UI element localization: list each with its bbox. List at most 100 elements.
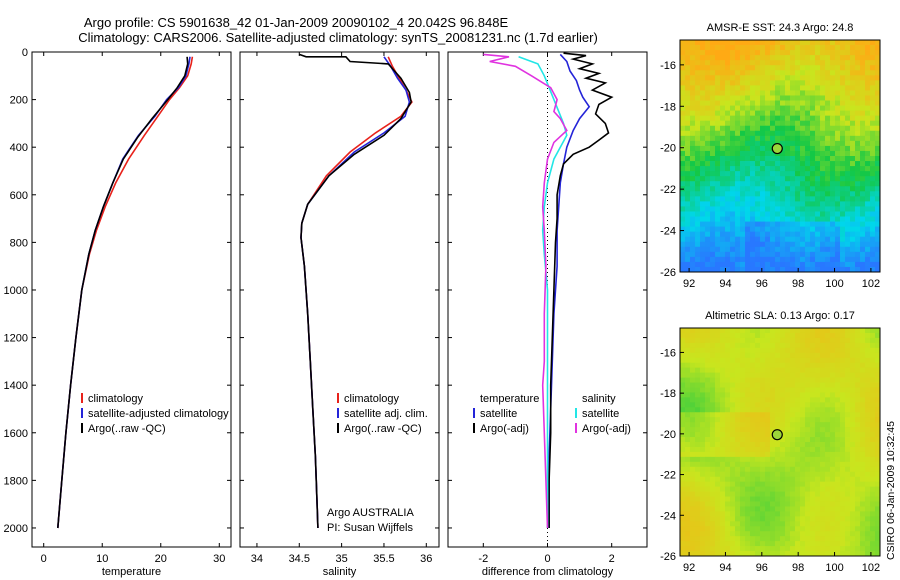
map-cell [815,437,821,443]
map-cell [820,531,826,537]
map-cell [680,90,686,96]
map-cell [680,166,686,172]
map-cell [840,511,846,517]
map-cell [690,140,696,147]
map-cell [720,110,726,117]
map-cell [730,536,736,542]
map-cell [735,357,741,364]
map-cell [840,120,846,127]
map-cell [740,206,746,212]
map-cell [690,516,696,522]
y-tick-label: 1800 [4,475,28,487]
map-cell [730,166,736,172]
map-cell [780,461,786,468]
map-cell [835,328,841,334]
map-cell [870,100,876,106]
map-cell [795,150,801,157]
map-cell [750,40,756,46]
map-cell [800,120,806,127]
map-cell [785,546,791,552]
map-cell [840,412,846,418]
map-cell [825,442,831,448]
map-cell [845,446,851,453]
map-cell [680,45,686,51]
map-cell [705,211,711,217]
map-cell [685,501,691,507]
map-cell [715,216,721,222]
map-cell [685,236,691,243]
map-cell [800,357,806,364]
map-cell [695,65,701,71]
map-cell [705,186,711,192]
map-cell [860,342,866,349]
map-cell [710,206,716,212]
map-cell [780,191,786,197]
map-cell [850,357,856,364]
map-cell [790,446,796,453]
map-cell [805,337,811,344]
map-cell [855,362,861,369]
map-cell [755,161,761,167]
map-cell [710,397,716,403]
map-cell [790,55,796,61]
map-cell [760,496,766,502]
map-cell [740,166,746,172]
map-cell [770,372,776,378]
map-cell [840,135,846,142]
map-cell [825,201,831,207]
map-cell [700,536,706,542]
map-cell [865,551,871,557]
map-cell [845,251,851,258]
map-cell [845,186,851,192]
map-cell [695,100,701,106]
map-cell [710,387,716,393]
map-cell [835,231,841,238]
map-cell [765,397,771,403]
map-cell [780,256,786,263]
map-cell [795,332,801,339]
map-cell [805,471,811,478]
map-cell [745,446,751,453]
map-cell [870,55,876,61]
map-cell [845,75,851,81]
map-cell [795,397,801,403]
map-cell [720,105,726,112]
map-cell [820,412,826,418]
map-cell [825,506,831,512]
map-cell [690,491,696,497]
map-cell [700,80,706,86]
map-cell [735,55,741,61]
map-cell [850,196,856,202]
map-cell [815,156,821,162]
map-cell [810,511,816,517]
map-cell [865,161,871,167]
map-cell [845,417,851,423]
map-cell [770,65,776,71]
map-cell [685,422,691,428]
map-cell [845,541,851,547]
map-cell [765,171,771,177]
map-cell [870,206,876,212]
map-cell [800,226,806,233]
map-cell [860,65,866,71]
map-cell [750,451,756,458]
map-cell [775,176,781,182]
map-cell [800,95,806,101]
map-cell [850,506,856,512]
map-cell [760,372,766,378]
map-cell [830,506,836,512]
map-cell [815,392,821,398]
map-cell [825,221,831,228]
map-cell [810,45,816,51]
map-cell [765,387,771,393]
map-cell [735,120,741,127]
map-cell [765,476,771,483]
map-cell [730,372,736,378]
map-cell [760,241,766,248]
map-cell [820,191,826,197]
map-cell [875,486,881,492]
map-cell [820,100,826,106]
map-cell [710,461,716,468]
map-cell [740,171,746,177]
map-cell [790,186,796,192]
